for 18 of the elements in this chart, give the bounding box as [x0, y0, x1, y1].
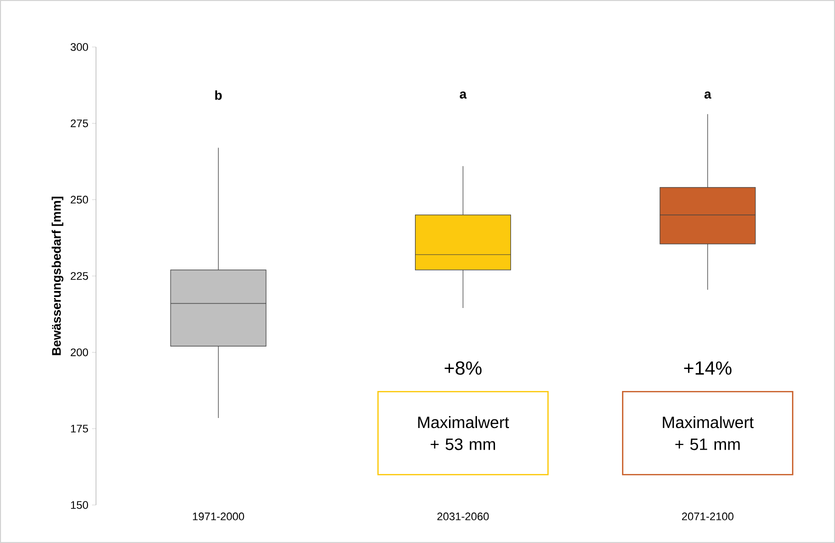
y-axis-title: Bewässerungsbedarf [mm]: [52, 196, 64, 356]
x-tick-label: 2031-2060: [437, 512, 489, 520]
y-tick-label: 200: [70, 348, 88, 356]
annotation: b: [215, 90, 222, 100]
y-tick-label: 175: [71, 424, 88, 432]
annotation: Maximalwert + 51 mm: [662, 416, 754, 450]
y-tick-label: 275: [70, 119, 88, 128]
annotation: a: [460, 92, 467, 99]
y-tick-label: 150: [71, 501, 88, 509]
y-tick-label: 225: [70, 272, 88, 280]
y-tick-label: 250: [70, 196, 88, 204]
annotation: +8%: [444, 361, 482, 375]
annotation: a: [704, 92, 712, 99]
annotation: Maximalwert + 53 mm: [418, 416, 509, 450]
annotation: +14%: [684, 361, 732, 375]
x-tick-label: 2071-2100: [682, 512, 734, 520]
y-tick-label: 300: [70, 43, 88, 51]
x-tick-label: 1971-2000: [192, 512, 244, 520]
